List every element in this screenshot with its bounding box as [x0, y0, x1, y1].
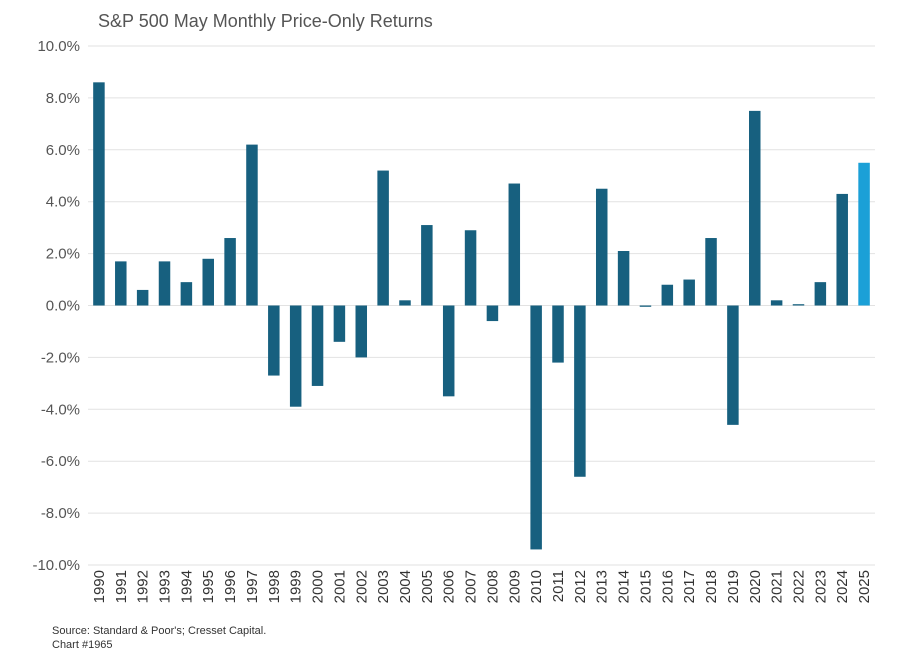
x-tick-label-2015: 2015: [637, 570, 654, 603]
x-tick-label-2019: 2019: [725, 570, 742, 603]
bar-1998: [268, 305, 280, 376]
x-tick-label-2001: 2001: [331, 570, 348, 603]
x-tick-label-2009: 2009: [506, 570, 523, 603]
y-tick-label: -6.0%: [41, 453, 80, 470]
bar-2020: [749, 110, 761, 306]
bar-2004: [399, 300, 411, 306]
chart-number: Chart #1965: [52, 639, 113, 651]
bar-2012: [574, 305, 586, 477]
bar-2005: [421, 225, 433, 306]
y-tick-label: 0.0%: [46, 298, 80, 315]
y-tick-label: 4.0%: [46, 194, 80, 211]
bars: [93, 82, 870, 550]
x-tick-label-2014: 2014: [616, 570, 633, 603]
x-tick-label-2023: 2023: [812, 570, 829, 603]
x-tick-label-1997: 1997: [244, 570, 261, 603]
bar-2009: [508, 183, 521, 306]
x-tick-label-1996: 1996: [222, 570, 239, 603]
bar-2014: [617, 251, 630, 306]
y-tick-label: -10.0%: [32, 557, 80, 574]
x-tick-label-1992: 1992: [135, 570, 152, 603]
bar-2022: [792, 304, 805, 306]
x-tick-label-2003: 2003: [375, 570, 392, 603]
source-text: Source: Standard & Poor's; Cresset Capit…: [52, 625, 267, 637]
x-tick-label-2004: 2004: [397, 570, 414, 603]
chart-title: S&P 500 May Monthly Price-Only Returns: [98, 11, 433, 31]
x-tick-label-2016: 2016: [659, 570, 676, 603]
bar-2011: [552, 305, 564, 363]
y-tick-label: -8.0%: [41, 505, 80, 522]
bar-2021: [770, 300, 783, 306]
y-tick-label: 6.0%: [46, 142, 80, 159]
bar-2007: [464, 230, 477, 306]
bar-2015: [639, 305, 652, 307]
bar-2010: [530, 305, 542, 550]
bar-2025: [858, 162, 870, 306]
x-tick-label-1991: 1991: [113, 570, 130, 603]
bar-2013: [595, 188, 608, 306]
bar-1999: [289, 305, 302, 407]
x-tick-label-1993: 1993: [157, 570, 174, 603]
bar-1995: [202, 258, 214, 306]
bar-1991: [115, 261, 127, 306]
x-tick-label-2005: 2005: [419, 570, 436, 603]
y-tick-label: 10.0%: [37, 38, 80, 55]
x-tick-label-2024: 2024: [834, 570, 851, 603]
x-tick-label-2011: 2011: [550, 570, 567, 602]
x-tick-label-2002: 2002: [353, 570, 370, 603]
x-tick-label-2008: 2008: [484, 570, 501, 603]
bar-2000: [311, 305, 324, 386]
bar-1993: [158, 261, 171, 306]
x-tick-label-2006: 2006: [441, 570, 458, 603]
y-tick-label: -4.0%: [41, 401, 80, 418]
bar-2019: [727, 305, 739, 425]
y-axis: 10.0% 8.0% 6.0% 4.0% 2.0% 0.0% -2.0% -4.0% -6.0%…: [32, 38, 80, 574]
x-tick-label-2010: 2010: [528, 570, 545, 603]
bar-2001: [333, 305, 346, 342]
x-tick-label-1999: 1999: [288, 570, 305, 603]
bar-2002: [355, 305, 368, 358]
x-tick-label-2017: 2017: [681, 570, 698, 603]
x-tick-label-1994: 1994: [178, 570, 195, 603]
x-tick-label-2007: 2007: [463, 570, 480, 603]
source-note: Source: Standard & Poor's; Cresset Capit…: [52, 624, 266, 652]
bar-2023: [814, 282, 827, 306]
x-tick-label-2025: 2025: [856, 570, 873, 603]
bar-1994: [180, 282, 193, 306]
y-tick-label: -2.0%: [41, 349, 80, 366]
bar-2003: [377, 170, 389, 306]
bar-1992: [136, 289, 149, 306]
x-tick-label-2013: 2013: [594, 570, 611, 603]
bar-2006: [442, 305, 455, 397]
bar-1996: [224, 238, 236, 306]
x-axis: 1990 1991 1992 1993 1994 1995 1996 1997 1998 1999…: [91, 570, 873, 603]
bar-1997: [246, 144, 258, 306]
bar-chart: S&P 500 May Monthly Price-Only Returns 1…: [32, 11, 875, 603]
x-tick-label-2021: 2021: [769, 570, 786, 603]
x-tick-label-2022: 2022: [790, 570, 807, 603]
x-tick-label-1990: 1990: [91, 570, 108, 603]
x-tick-label-2000: 2000: [310, 570, 327, 603]
bar-2017: [683, 279, 695, 306]
x-tick-label-2012: 2012: [572, 570, 589, 603]
x-tick-label-2020: 2020: [747, 570, 764, 603]
y-tick-label: 8.0%: [46, 90, 80, 107]
x-tick-label-1998: 1998: [266, 570, 283, 603]
bar-2024: [836, 193, 848, 306]
bar-2016: [661, 284, 674, 306]
bar-2018: [705, 238, 717, 306]
bar-2008: [486, 305, 499, 322]
gridlines: [88, 45, 875, 566]
y-tick-label: 2.0%: [46, 246, 80, 263]
bar-1990: [93, 82, 105, 306]
x-tick-label-1995: 1995: [200, 570, 217, 603]
x-tick-label-2018: 2018: [703, 570, 720, 603]
